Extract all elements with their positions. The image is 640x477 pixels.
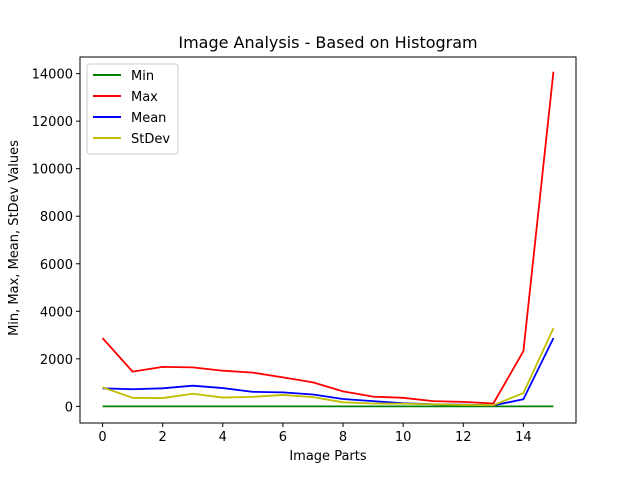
series-line-mean — [102, 337, 555, 407]
legend-label-mean: Mean — [131, 111, 166, 126]
legend-label-stdev: StDev — [131, 132, 170, 147]
x-tick-label: 2 — [159, 430, 167, 445]
y-tick-label: 10000 — [32, 163, 73, 178]
x-axis-label: Image Parts — [289, 449, 367, 464]
legend-box — [86, 63, 179, 155]
chart-title: Image Analysis - Based on Histogram — [178, 33, 477, 52]
series-line-max — [101, 71, 555, 405]
x-tick-label: 10 — [395, 430, 412, 445]
x-tick-label: 12 — [455, 430, 472, 445]
y-axis-label: Min, Max, Mean, StDev Values — [7, 140, 22, 336]
y-tick-label: 14000 — [32, 68, 73, 83]
y-tick-label: 2000 — [40, 353, 73, 368]
y-tick-label: 4000 — [40, 305, 73, 320]
x-tick-label: 14 — [515, 430, 532, 445]
y-tick-label: 8000 — [40, 210, 73, 225]
plot-area: 0 2 4 6 8 10 12 14 0 2000 4000 6000 8000 10000 12000 14… — [32, 56, 577, 445]
y-tick-label: 0 — [65, 400, 73, 415]
y-tick-label: 6000 — [40, 258, 73, 273]
plot-frame — [79, 56, 577, 424]
y-tick-label: 12000 — [32, 115, 73, 130]
x-tick-label: 8 — [339, 430, 347, 445]
series-line-stdev — [102, 327, 555, 407]
legend-label-max: Max — [131, 90, 158, 105]
x-tick-label: 6 — [279, 430, 287, 445]
x-tick-label: 0 — [98, 430, 106, 445]
x-tick-label: 4 — [219, 430, 227, 445]
legend-label-min: Min — [131, 69, 154, 84]
